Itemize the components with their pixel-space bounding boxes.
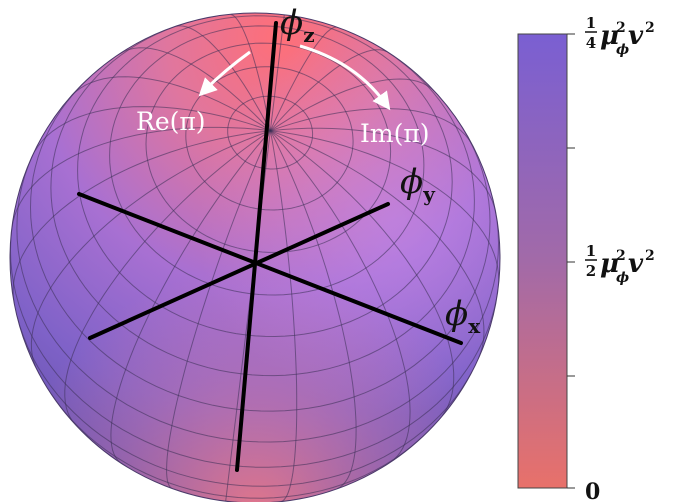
arrow-re-pi bbox=[198, 50, 251, 97]
svg-text:μ: μ bbox=[600, 21, 619, 51]
field-axes bbox=[77, 21, 463, 472]
svg-text:ϕ: ϕ bbox=[616, 42, 629, 58]
svg-text:2: 2 bbox=[616, 248, 626, 264]
goldstone-arrows bbox=[198, 44, 391, 111]
label-phi-x: ϕx bbox=[445, 294, 481, 338]
colorbar-label-bottom: 0 bbox=[585, 479, 600, 502]
colorbar-label-top: 1 4 μ 2 ϕ v 2 bbox=[585, 14, 655, 58]
svg-text:2: 2 bbox=[645, 20, 655, 36]
svg-text:1: 1 bbox=[586, 242, 596, 260]
svg-text:2: 2 bbox=[645, 248, 655, 264]
svg-text:v: v bbox=[628, 21, 644, 51]
axis-phi-z bbox=[235, 21, 278, 472]
label-re-pi: Re(π) bbox=[136, 107, 206, 136]
svg-text:v: v bbox=[628, 249, 644, 279]
svg-text:ϕ: ϕ bbox=[616, 270, 629, 286]
svg-text:4: 4 bbox=[586, 34, 596, 52]
svg-text:2: 2 bbox=[586, 262, 596, 280]
sphere-outline bbox=[9, 12, 501, 502]
label-phi-z: ϕz bbox=[280, 3, 315, 47]
svg-text:2: 2 bbox=[616, 20, 626, 36]
colorbar-label-mid: 1 2 μ 2 ϕ v 2 bbox=[585, 242, 655, 286]
axis-phi-x bbox=[77, 192, 463, 345]
colorbar: 1 4 μ 2 ϕ v 2 1 2 μ 2 ϕ v 2 0 bbox=[517, 14, 655, 502]
svg-text:μ: μ bbox=[600, 249, 619, 279]
svg-text:1: 1 bbox=[586, 14, 596, 32]
axis-phi-y bbox=[88, 202, 390, 340]
arrow-im-pi bbox=[299, 44, 391, 111]
colorbar-ticks bbox=[567, 33, 575, 489]
label-im-pi: Im(π) bbox=[360, 119, 430, 148]
label-phi-y: ϕy bbox=[400, 162, 436, 206]
colorbar-gradient bbox=[517, 33, 568, 489]
